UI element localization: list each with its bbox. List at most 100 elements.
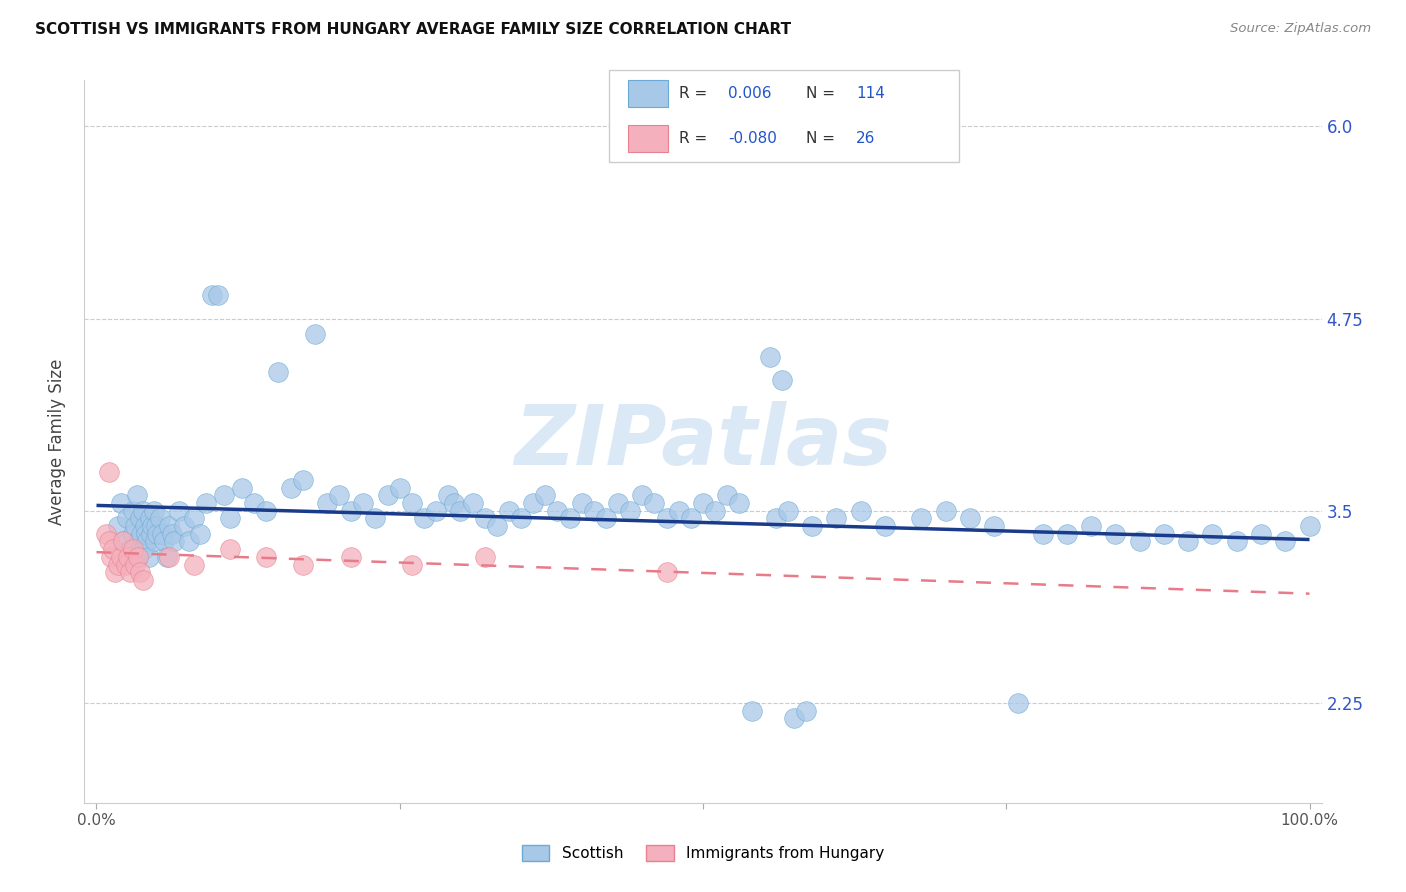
Point [100,549,122,564]
Point [770,373,793,387]
Point [340,504,363,518]
Point [219,511,242,525]
Point [132,542,155,557]
Point [794,704,817,718]
Point [437,488,460,502]
Point [114,558,136,572]
Point [413,511,436,525]
Point [117,549,139,564]
Point [127,549,149,564]
Point [291,473,314,487]
Point [146,526,169,541]
Text: SCOTTISH VS IMMIGRANTS FROM HUNGARY AVERAGE FAMILY SIZE CORRELATION CHART: SCOTTISH VS IMMIGRANTS FROM HUNGARY AVER… [35,22,792,37]
Point [776,504,799,518]
Point [135,526,157,541]
Point [716,488,738,502]
Y-axis label: Average Family Size: Average Family Size [48,359,66,524]
Point [124,558,146,572]
Point [741,704,763,718]
Point [183,558,205,572]
Point [910,511,932,525]
Point [1056,526,1078,541]
Point [139,526,162,541]
Point [655,511,678,525]
Point [595,511,617,525]
Point [157,519,180,533]
Point [1007,696,1029,710]
Point [112,534,135,549]
Point [1153,526,1175,541]
Point [291,558,314,572]
Point [534,488,557,502]
Point [801,519,824,533]
Point [104,565,127,579]
Point [143,534,166,549]
Point [449,504,471,518]
Point [474,549,496,564]
Point [96,526,118,541]
Point [461,496,484,510]
Point [728,496,751,510]
Point [207,288,229,302]
Point [316,496,339,510]
Point [668,504,690,518]
Point [243,496,266,510]
Point [340,549,363,564]
Point [401,496,423,510]
Point [173,519,195,533]
Text: 26: 26 [856,131,876,145]
Text: N =: N = [806,131,839,145]
Point [134,519,156,533]
Point [128,534,150,549]
Point [115,511,138,525]
Point [546,504,568,518]
Point [983,519,1005,533]
Point [1274,534,1296,549]
Point [498,504,520,518]
Point [254,549,277,564]
Point [377,488,399,502]
Text: N =: N = [806,87,839,101]
Point [619,504,641,518]
Point [120,565,142,579]
Point [352,496,374,510]
Point [145,519,167,533]
Point [607,496,630,510]
Point [1201,526,1223,541]
Point [571,496,593,510]
Point [522,496,544,510]
Point [849,504,872,518]
Point [443,496,465,510]
Point [401,558,423,572]
Point [280,481,302,495]
Point [1177,534,1199,549]
Point [328,488,350,502]
Point [107,519,129,533]
Point [425,504,447,518]
Point [177,534,200,549]
Legend: Scottish, Immigrants from Hungary: Scottish, Immigrants from Hungary [516,839,890,867]
Text: 0.006: 0.006 [728,87,772,101]
Point [1104,526,1126,541]
Point [873,519,896,533]
Text: Source: ZipAtlas.com: Source: ZipAtlas.com [1230,22,1371,36]
Point [485,519,508,533]
Point [120,542,142,557]
Point [231,481,253,495]
Point [1080,519,1102,533]
Point [112,534,135,549]
Point [163,534,186,549]
Text: R =: R = [679,87,713,101]
Point [97,465,120,479]
Point [758,350,780,364]
Point [692,496,714,510]
Point [1032,526,1054,541]
Point [679,511,702,525]
Point [765,511,787,525]
Point [122,504,145,518]
Point [157,549,180,564]
Point [122,526,145,541]
Point [131,526,153,541]
Point [131,573,153,587]
Point [783,711,806,725]
